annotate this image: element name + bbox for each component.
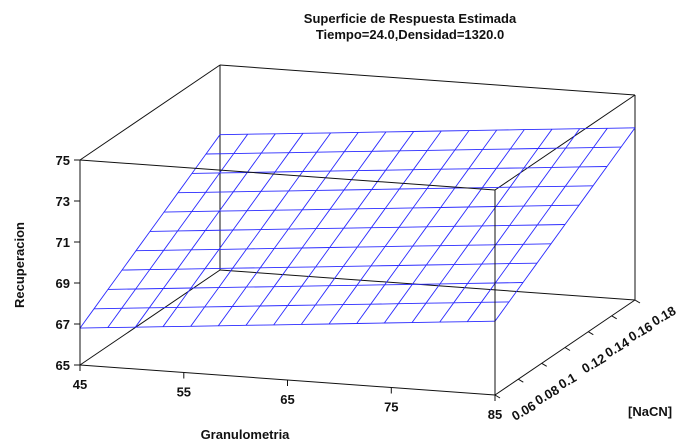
x-axis-ticks: 45 55 65 75 85 [73,365,502,422]
y-tick-mark [611,315,617,320]
x-axis-label: Granulometria [201,427,291,442]
surface-line-y [149,224,566,232]
x-tick-label: 65 [280,392,294,407]
y-tick-mark [518,378,524,383]
x-tick-label: 75 [384,400,398,415]
chart-title: Superficie de Respuesta Estimada [304,11,517,26]
y-tick-mark [494,394,501,399]
plot-box-back [79,64,636,396]
z-tick-label: 73 [56,194,70,209]
y-tick-label: 0.08 [532,382,561,408]
surface-line-y [191,166,608,174]
surface-line-y [177,185,594,194]
surface-mesh [79,127,636,329]
box-edge [79,269,221,366]
z-tick-label: 75 [56,153,70,168]
z-tick-label: 71 [56,235,70,250]
y-tick-label: 0.06 [509,398,538,424]
box-edge [79,64,221,161]
box-edge [494,94,636,191]
surface-line-y [93,301,510,310]
y-tick-label: 0.14 [602,334,632,360]
y-tick-label: 0.16 [626,319,655,345]
box-edge [219,64,636,96]
surface-line-y [121,262,538,271]
x-tick-label: 55 [177,385,191,400]
y-tick-mark [564,347,571,351]
z-tick-label: 69 [56,276,70,291]
surface-line-y [163,204,580,213]
z-tick-label: 65 [56,358,70,373]
box-edge [219,269,636,301]
y-tick-label: 0.12 [579,350,608,376]
surface-line-y [219,127,636,136]
plot-box-front [79,159,496,396]
surface-line-y [107,282,524,290]
box-edge [79,159,496,191]
x-tick-label: 85 [488,407,502,422]
y-tick-mark [634,299,641,304]
surface-line-y [135,243,552,252]
z-tick-label: 67 [56,317,70,332]
y-tick-label: 0.1 [556,370,579,392]
chart-subtitle: Tiempo=24.0,Densidad=1320.0 [316,27,504,42]
y-tick-mark [541,362,547,367]
z-axis-ticks: 65 67 69 71 73 75 [56,153,80,373]
x-tick-label: 45 [73,377,87,392]
z-axis-label: Recuperacion [12,222,27,308]
surface-line-y [79,320,496,329]
y-axis-label: [NaCN] [628,404,672,419]
surface-line-y [205,146,622,155]
y-tick-label: 0.18 [649,303,678,329]
y-tick-mark [588,331,594,336]
